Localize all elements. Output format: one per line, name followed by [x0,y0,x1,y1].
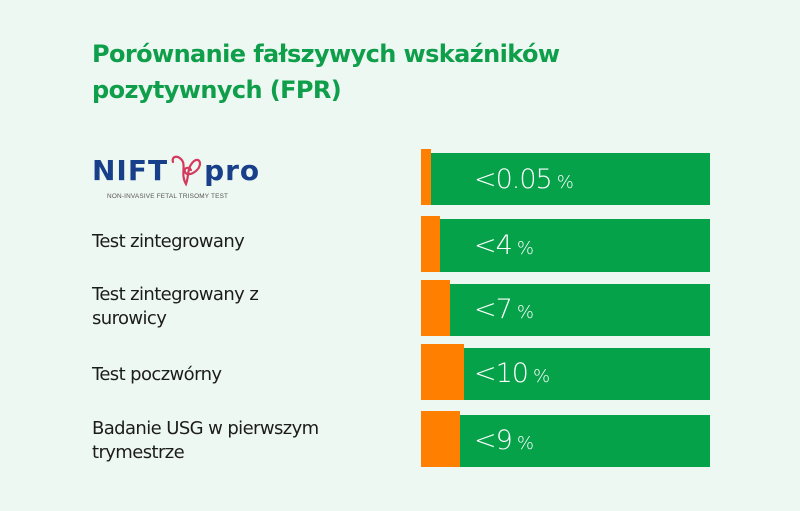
logo-text-nift: NIFT [92,154,169,187]
value-serum-integrated: <7% [474,294,534,325]
bar-green-nifty [431,153,710,205]
row-label-integrated: Test zintegrowany [92,231,245,252]
bar-orange-nifty [421,149,431,205]
row-label-serum-integrated: Test zintegrowany z surowicy [92,284,259,329]
bar-green-quad [464,348,710,400]
logo-text-pro: pro [204,154,261,187]
value-nifty: <0.05% [474,164,574,195]
heart-ribbon-icon [171,155,202,187]
bar-orange-quad [421,344,464,400]
bar-green-usg [460,415,710,467]
bar-orange-usg [421,411,460,467]
value-integrated: <4% [474,230,534,261]
chart-title: Porównanie fałszywych wskaźników pozytyw… [92,40,560,104]
row-label-quad: Test poczwórny [92,364,222,385]
nifty-pro-logo: NIFT pro NON-INVASIVE FETAL TRISOMY TEST [92,154,262,204]
value-quad: <10% [474,358,550,389]
row-label-usg: Badanie USG w pierwszym trymestrze [92,418,319,463]
logo-tagline: NON-INVASIVE FETAL TRISOMY TEST [107,193,229,200]
value-usg: <9% [474,425,534,456]
bar-green-serum-integrated [450,284,710,336]
bar-green-integrated [440,219,710,272]
bar-orange-integrated [421,216,440,272]
bar-orange-serum-integrated [421,280,450,336]
